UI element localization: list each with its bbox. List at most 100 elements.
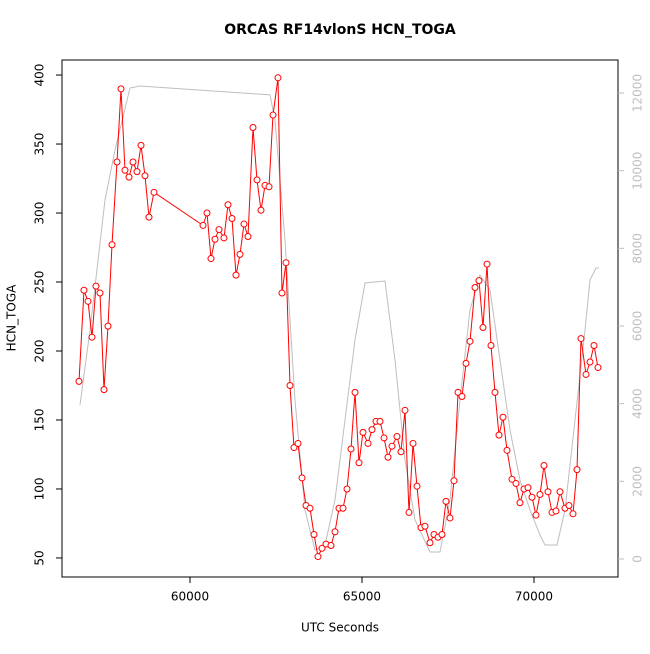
data-point bbox=[565, 502, 573, 510]
data-point bbox=[257, 206, 265, 214]
data-point bbox=[499, 413, 507, 421]
data-point bbox=[393, 433, 401, 441]
data-point bbox=[458, 393, 466, 401]
data-point bbox=[88, 333, 96, 341]
data-point bbox=[454, 388, 462, 396]
data-point bbox=[368, 426, 376, 434]
data-point bbox=[380, 434, 388, 442]
data-point bbox=[532, 511, 540, 519]
y2-tick-label: 2000 bbox=[631, 466, 645, 497]
data-point bbox=[442, 497, 450, 505]
data-point bbox=[347, 445, 355, 453]
data-point bbox=[282, 259, 290, 267]
data-point bbox=[540, 462, 548, 470]
x-tick-label: 65000 bbox=[343, 590, 381, 604]
data-point bbox=[569, 510, 577, 518]
data-point bbox=[80, 286, 88, 294]
data-point bbox=[249, 123, 257, 131]
data-point bbox=[121, 166, 129, 174]
data-point bbox=[113, 158, 121, 166]
chart-title: ORCAS RF14vlonS HCN_TOGA bbox=[224, 22, 456, 38]
data-point bbox=[137, 141, 145, 149]
y-tick-label: 100 bbox=[33, 478, 47, 501]
data-point bbox=[240, 220, 248, 228]
data-point bbox=[426, 539, 434, 547]
y2-tick-label: 0 bbox=[631, 555, 645, 563]
x-tick-label: 70000 bbox=[515, 590, 553, 604]
data-point bbox=[306, 504, 314, 512]
data-point bbox=[84, 297, 92, 305]
data-point bbox=[491, 388, 499, 396]
y2-tick-label: 6000 bbox=[631, 311, 645, 342]
data-point bbox=[96, 289, 104, 297]
data-point bbox=[133, 168, 141, 176]
data-point bbox=[421, 522, 429, 530]
data-point bbox=[536, 490, 544, 498]
data-point bbox=[594, 364, 602, 372]
data-point bbox=[286, 381, 294, 389]
data-point bbox=[364, 439, 372, 447]
data-point bbox=[343, 485, 351, 493]
data-point bbox=[582, 370, 590, 378]
data-point bbox=[265, 183, 273, 191]
data-point bbox=[409, 439, 417, 447]
data-point bbox=[117, 85, 125, 93]
data-point bbox=[508, 475, 516, 483]
data-point bbox=[244, 232, 252, 240]
data-point bbox=[401, 406, 409, 414]
data-point bbox=[479, 324, 487, 332]
y-tick-label: 50 bbox=[33, 550, 47, 565]
data-point bbox=[544, 488, 552, 496]
data-point bbox=[388, 442, 396, 450]
data-point bbox=[405, 508, 413, 516]
data-point bbox=[495, 431, 503, 439]
data-point bbox=[573, 466, 581, 474]
data-point bbox=[528, 493, 536, 501]
y-tick-label: 300 bbox=[33, 202, 47, 225]
data-point bbox=[438, 531, 446, 539]
y-tick-label: 200 bbox=[33, 340, 47, 363]
data-point bbox=[125, 173, 133, 181]
y2-tick-label: 8000 bbox=[631, 233, 645, 264]
data-point bbox=[450, 477, 458, 485]
data-point bbox=[145, 213, 153, 221]
data-point bbox=[351, 388, 359, 396]
data-point bbox=[397, 448, 405, 456]
y2-tick-label: 12000 bbox=[631, 74, 645, 112]
data-point bbox=[376, 417, 384, 425]
data-point bbox=[487, 341, 495, 349]
data-point bbox=[586, 358, 594, 366]
data-point bbox=[278, 289, 286, 297]
data-point bbox=[512, 479, 520, 487]
data-point bbox=[232, 271, 240, 279]
data-point bbox=[199, 221, 207, 229]
data-point bbox=[355, 459, 363, 467]
data-point bbox=[310, 531, 318, 539]
data-point bbox=[475, 277, 483, 285]
data-point bbox=[466, 337, 474, 345]
data-point bbox=[274, 74, 282, 82]
data-point bbox=[141, 172, 149, 180]
data-point bbox=[220, 234, 228, 242]
data-point bbox=[314, 553, 322, 561]
data-point bbox=[590, 341, 598, 349]
data-point bbox=[516, 499, 524, 507]
y-tick-label: 400 bbox=[33, 64, 47, 87]
data-point bbox=[211, 235, 219, 243]
data-point bbox=[92, 282, 100, 290]
y2-tick-label: 4000 bbox=[631, 388, 645, 419]
data-point bbox=[331, 528, 339, 536]
data-point bbox=[100, 386, 108, 394]
data-point bbox=[327, 542, 335, 550]
data-point bbox=[150, 188, 158, 196]
y-tick-label: 250 bbox=[33, 271, 47, 294]
y-tick-label: 350 bbox=[33, 133, 47, 156]
plot-frame bbox=[61, 59, 619, 578]
data-point bbox=[524, 484, 532, 492]
data-point bbox=[503, 446, 511, 454]
data-point bbox=[413, 482, 421, 490]
data-point bbox=[339, 504, 347, 512]
data-point bbox=[203, 209, 211, 217]
